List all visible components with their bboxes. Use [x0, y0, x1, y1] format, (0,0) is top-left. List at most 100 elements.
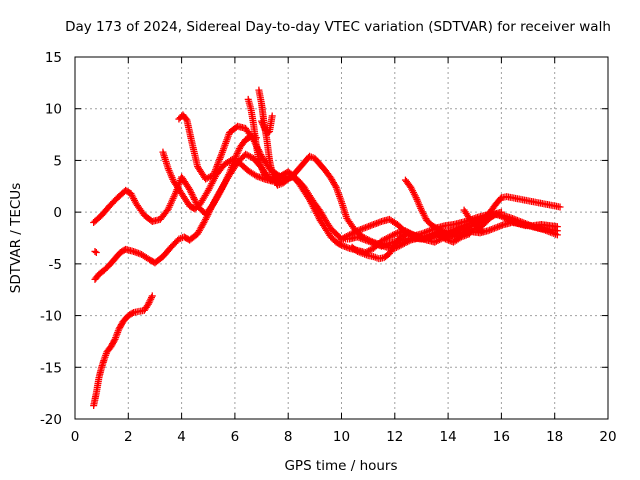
data-point: [392, 230, 400, 238]
data-point: [258, 165, 266, 173]
data-point: [553, 223, 561, 231]
data-point: [284, 175, 292, 183]
x-tick-label: 12: [386, 429, 403, 445]
series-track-c: [90, 292, 156, 410]
data-point: [202, 215, 210, 223]
data-point: [202, 214, 210, 222]
data-point: [190, 194, 198, 202]
data-point: [556, 203, 564, 211]
data-point: [110, 337, 118, 345]
data-point: [350, 228, 358, 236]
y-axis-label: SDTVAR / TECUs: [8, 183, 24, 293]
data-point: [553, 231, 561, 239]
data-point: [190, 195, 198, 203]
data-point: [339, 234, 347, 242]
series-track-j: [401, 176, 564, 238]
data-point: [186, 187, 194, 195]
data-point: [202, 175, 210, 183]
data-point: [338, 235, 345, 243]
data-point: [371, 253, 379, 261]
series-track-i: [258, 112, 276, 138]
data-point: [384, 234, 392, 242]
data-point: [208, 202, 216, 210]
data-point: [352, 228, 360, 236]
data-point: [396, 233, 404, 241]
data-point: [146, 297, 154, 305]
data-point: [258, 119, 266, 127]
data-point: [205, 209, 213, 217]
data-point: [243, 151, 251, 159]
data-point: [232, 151, 240, 159]
data-point: [497, 212, 505, 220]
x-tick-label: 0: [71, 429, 80, 445]
data-point: [345, 231, 353, 239]
data-point: [389, 231, 397, 239]
data-point: [283, 176, 291, 184]
data-point: [344, 232, 352, 240]
x-tick-labels: 0 2 4 6 8 10 12 14 16 18 20: [71, 429, 617, 445]
data-point: [399, 231, 407, 239]
y-tick-label: -10: [40, 309, 62, 325]
axis-ticks: [74, 56, 609, 420]
data-point: [204, 210, 212, 218]
y-tick-label: 15: [45, 50, 62, 66]
y-tick-label: 10: [45, 102, 62, 118]
data-point: [206, 205, 214, 213]
data-point: [260, 122, 268, 130]
data-points: [90, 86, 564, 410]
x-tick-label: 6: [231, 429, 240, 445]
data-point: [245, 152, 253, 160]
y-tick-labels: 15 10 5 0 -5 -10 -15 -20: [40, 50, 62, 428]
data-point: [235, 146, 243, 154]
data-point: [366, 246, 374, 254]
data-point: [501, 214, 509, 222]
chart-title: Day 173 of 2024, Sidereal Day-to-day VTE…: [65, 19, 611, 35]
data-point: [91, 247, 99, 255]
data-point: [188, 190, 196, 198]
data-point: [258, 117, 266, 125]
x-tick-label: 8: [284, 429, 293, 445]
series-track-d: [91, 247, 100, 256]
y-tick-label: -20: [40, 412, 62, 428]
data-point: [203, 212, 211, 220]
data-point: [385, 233, 393, 241]
data-point: [499, 213, 507, 221]
x-tick-label: 14: [440, 429, 457, 445]
data-point: [259, 167, 267, 175]
data-point: [268, 112, 276, 120]
data-point: [246, 153, 254, 161]
x-tick-label: 2: [124, 429, 133, 445]
data-point: [147, 294, 155, 302]
data-point: [242, 150, 250, 158]
data-point: [189, 192, 197, 200]
data-point: [432, 237, 440, 245]
data-point: [347, 230, 355, 238]
data-point: [147, 295, 155, 303]
data-point: [390, 230, 398, 238]
x-tick-label: 18: [546, 429, 563, 445]
x-tick-label: 4: [177, 429, 186, 445]
data-point: [144, 300, 152, 308]
data-point: [342, 233, 350, 241]
data-point: [251, 171, 259, 179]
y-tick-label: 0: [53, 205, 62, 221]
data-point: [233, 149, 241, 157]
series-track-m: [348, 218, 561, 263]
series-track-f: [159, 148, 487, 252]
data-point: [186, 185, 194, 193]
data-point: [203, 174, 211, 182]
y-tick-label: 5: [53, 153, 62, 169]
data-point: [234, 148, 242, 156]
data-point: [148, 292, 156, 300]
series-track-h: [255, 86, 292, 189]
data-point: [259, 120, 267, 128]
data-point: [92, 248, 100, 256]
data-point: [233, 158, 241, 166]
data-point: [128, 309, 136, 317]
data-point: [230, 156, 238, 164]
data-point: [387, 232, 395, 240]
data-point: [260, 123, 268, 131]
data-point: [187, 189, 195, 197]
y-tick-label: -5: [49, 257, 62, 273]
